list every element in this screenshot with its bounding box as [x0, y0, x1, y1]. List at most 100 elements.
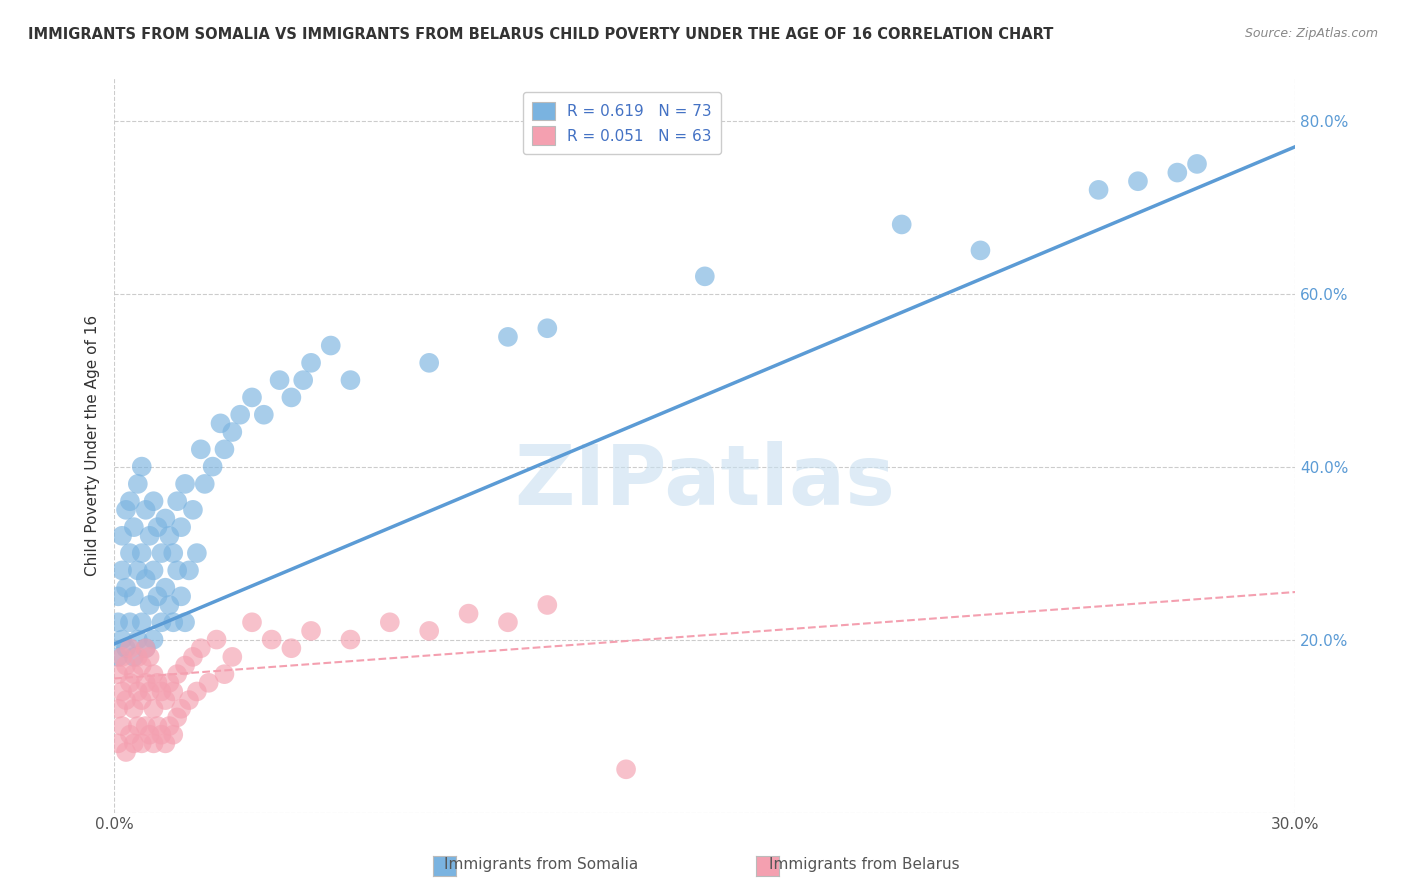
Point [146, 719, 169, 733]
Point [181, 649, 204, 664]
Point [127, 649, 149, 664]
Point [536, 321, 558, 335]
Point [269, 373, 291, 387]
Point [111, 632, 134, 647]
Point [115, 658, 138, 673]
Point [693, 269, 716, 284]
Point [418, 624, 440, 638]
Text: Source: ZipAtlas.com: Source: ZipAtlas.com [1244, 27, 1378, 40]
Point [194, 476, 217, 491]
Point [115, 693, 138, 707]
Point [496, 330, 519, 344]
Point [162, 546, 184, 560]
Point [122, 590, 145, 604]
Point [339, 373, 361, 387]
Point [170, 702, 193, 716]
Point [181, 503, 204, 517]
Point [127, 563, 149, 577]
Point [319, 338, 342, 352]
Point [107, 736, 129, 750]
Point [201, 459, 224, 474]
Point [107, 590, 129, 604]
Point [197, 675, 219, 690]
Text: IMMIGRANTS FROM SOMALIA VS IMMIGRANTS FROM BELARUS CHILD POVERTY UNDER THE AGE O: IMMIGRANTS FROM SOMALIA VS IMMIGRANTS FR… [28, 27, 1053, 42]
Point [131, 546, 153, 560]
Point [122, 649, 145, 664]
Point [174, 658, 197, 673]
Point [280, 391, 302, 405]
Point [111, 563, 134, 577]
Point [115, 581, 138, 595]
Point [155, 581, 177, 595]
Point [131, 736, 153, 750]
Point [127, 684, 149, 698]
Point [614, 762, 637, 776]
Point [496, 615, 519, 630]
Point [150, 546, 173, 560]
Point [111, 719, 134, 733]
Point [299, 356, 322, 370]
Point [166, 494, 188, 508]
Point [457, 607, 479, 621]
Point [299, 624, 322, 638]
Text: Immigrants from Belarus: Immigrants from Belarus [769, 857, 960, 872]
Point [221, 649, 243, 664]
Point [214, 667, 236, 681]
Point [1166, 165, 1188, 179]
Text: ZIPatlas: ZIPatlas [515, 442, 896, 522]
Point [186, 684, 208, 698]
Point [205, 632, 228, 647]
Point [155, 736, 177, 750]
Point [118, 675, 141, 690]
Point [162, 615, 184, 630]
Point [162, 684, 184, 698]
Point [138, 728, 160, 742]
Point [339, 632, 361, 647]
Point [135, 572, 157, 586]
Point [177, 563, 200, 577]
Point [280, 641, 302, 656]
Point [146, 675, 169, 690]
Point [174, 476, 197, 491]
Point [127, 719, 149, 733]
Point [138, 529, 160, 543]
Point [115, 503, 138, 517]
Point [131, 693, 153, 707]
Point [190, 442, 212, 457]
Point [170, 520, 193, 534]
Point [155, 693, 177, 707]
Point [150, 684, 173, 698]
Point [221, 425, 243, 439]
Point [146, 520, 169, 534]
Point [890, 218, 912, 232]
Point [135, 719, 157, 733]
Point [115, 641, 138, 656]
Point [209, 417, 232, 431]
Point [131, 658, 153, 673]
Point [107, 615, 129, 630]
Point [190, 641, 212, 656]
Point [131, 459, 153, 474]
Point [131, 615, 153, 630]
Point [138, 598, 160, 612]
Point [142, 563, 165, 577]
Point [157, 675, 180, 690]
Point [229, 408, 252, 422]
Point [214, 442, 236, 457]
Point [118, 641, 141, 656]
Point [260, 632, 283, 647]
Point [186, 546, 208, 560]
Y-axis label: Child Poverty Under the Age of 16: Child Poverty Under the Age of 16 [86, 314, 100, 575]
Point [142, 494, 165, 508]
Point [127, 476, 149, 491]
Point [135, 641, 157, 656]
Point [118, 615, 141, 630]
Point [253, 408, 276, 422]
Point [150, 615, 173, 630]
Point [138, 684, 160, 698]
Point [157, 598, 180, 612]
Point [418, 356, 440, 370]
Point [155, 511, 177, 525]
Point [111, 649, 134, 664]
Point [118, 494, 141, 508]
